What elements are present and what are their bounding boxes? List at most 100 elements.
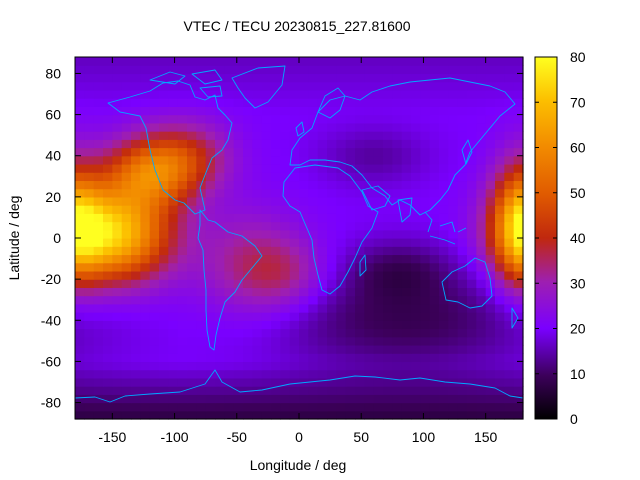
- heatmap-cell: [401, 221, 412, 231]
- heatmap-cell: [103, 81, 113, 91]
- heatmap-cell: [159, 328, 169, 338]
- heatmap-cell: [476, 336, 487, 346]
- heatmap-cell: [448, 246, 459, 256]
- heatmap-cell: [271, 163, 281, 173]
- heatmap-cell: [224, 344, 235, 354]
- heatmap-cell: [429, 295, 440, 305]
- heatmap-cell: [84, 262, 95, 272]
- x-tick-label: -50: [227, 429, 247, 445]
- heatmap-cell: [317, 353, 328, 363]
- heatmap-cell: [75, 336, 85, 346]
- heatmap-cell: [392, 213, 403, 223]
- heatmap-cell: [149, 122, 160, 132]
- heatmap-cell: [448, 312, 459, 321]
- colorbar-tick-label: 60: [570, 140, 586, 156]
- heatmap-cell: [308, 287, 319, 297]
- heatmap-cell: [411, 295, 421, 305]
- heatmap-cell: [504, 106, 515, 116]
- heatmap-cell: [233, 312, 244, 321]
- heatmap-cell: [271, 122, 281, 132]
- heatmap-cell: [485, 402, 496, 412]
- heatmap-cell: [261, 73, 272, 83]
- heatmap-cell: [140, 262, 151, 272]
- heatmap-cell: [317, 65, 328, 75]
- heatmap-cell: [485, 98, 496, 107]
- heatmap-cell: [187, 320, 197, 330]
- heatmap-cell: [280, 254, 291, 264]
- heatmap-cell: [429, 369, 440, 379]
- heatmap-cell: [93, 229, 104, 239]
- heatmap-cell: [205, 320, 216, 330]
- heatmap-cell: [149, 196, 160, 206]
- heatmap-cell: [187, 369, 197, 379]
- heatmap-cell: [280, 188, 291, 198]
- heatmap-cell: [280, 410, 291, 420]
- heatmap-cell: [261, 328, 272, 338]
- heatmap-cell: [336, 262, 347, 272]
- heatmap-cell: [215, 279, 225, 288]
- heatmap-cell: [84, 303, 95, 313]
- heatmap-cell: [280, 328, 291, 338]
- heatmap-cell: [383, 377, 393, 387]
- colorbar-tick-label: 80: [570, 49, 586, 65]
- heatmap-cell: [439, 229, 449, 239]
- heatmap-cell: [392, 57, 403, 66]
- heatmap-cell: [420, 312, 431, 321]
- heatmap-cell: [131, 394, 141, 404]
- heatmap-cell: [271, 65, 281, 75]
- heatmap-cell: [187, 336, 197, 346]
- heatmap-cell: [121, 131, 132, 140]
- heatmap-cell: [177, 106, 188, 116]
- heatmap-cell: [112, 65, 123, 75]
- heatmap-cell: [205, 147, 216, 157]
- heatmap-cell: [495, 106, 505, 116]
- heatmap-cell: [196, 336, 207, 346]
- heatmap-cell: [336, 238, 347, 247]
- heatmap-cell: [159, 205, 169, 214]
- heatmap-cell: [336, 246, 347, 256]
- heatmap-cell: [112, 238, 123, 247]
- heatmap-cell: [392, 386, 403, 395]
- heatmap-cell: [75, 73, 85, 83]
- heatmap-cell: [187, 377, 197, 387]
- heatmap-cell: [243, 353, 253, 363]
- heatmap-cell: [75, 279, 85, 288]
- heatmap-cell: [364, 188, 375, 198]
- heatmap-cell: [317, 205, 328, 214]
- heatmap-cell: [373, 254, 384, 264]
- heatmap-cell: [401, 353, 412, 363]
- heatmap-cell: [364, 303, 375, 313]
- heatmap-cell: [429, 98, 440, 107]
- heatmap-cell: [196, 402, 207, 412]
- heatmap-cell: [411, 213, 421, 223]
- heatmap-cell: [159, 196, 169, 206]
- heatmap-cell: [243, 213, 253, 223]
- heatmap-cell: [168, 205, 179, 214]
- heatmap-cell: [299, 295, 309, 305]
- heatmap-cell: [392, 344, 403, 354]
- heatmap-cell: [467, 386, 477, 395]
- heatmap-cell: [233, 180, 244, 190]
- heatmap-cell: [429, 386, 440, 395]
- heatmap-cell: [383, 328, 393, 338]
- heatmap-cell: [159, 229, 169, 239]
- heatmap-cell: [429, 114, 440, 124]
- heatmap-cell: [168, 147, 179, 157]
- plot-area: [74, 57, 524, 420]
- heatmap-cell: [75, 213, 85, 223]
- heatmap-cell: [364, 147, 375, 157]
- heatmap-cell: [289, 287, 300, 297]
- heatmap-cell: [159, 221, 169, 231]
- heatmap-cell: [168, 188, 179, 198]
- heatmap-cell: [280, 89, 291, 99]
- heatmap-cell: [364, 394, 375, 404]
- heatmap-cell: [233, 114, 244, 124]
- heatmap-cell: [392, 139, 403, 149]
- heatmap-cell: [75, 410, 85, 420]
- heatmap-cell: [233, 377, 244, 387]
- heatmap-cell: [224, 205, 235, 214]
- heatmap-cell: [243, 89, 253, 99]
- heatmap-cell: [75, 320, 85, 330]
- heatmap-cell: [495, 303, 505, 313]
- heatmap-cell: [289, 196, 300, 206]
